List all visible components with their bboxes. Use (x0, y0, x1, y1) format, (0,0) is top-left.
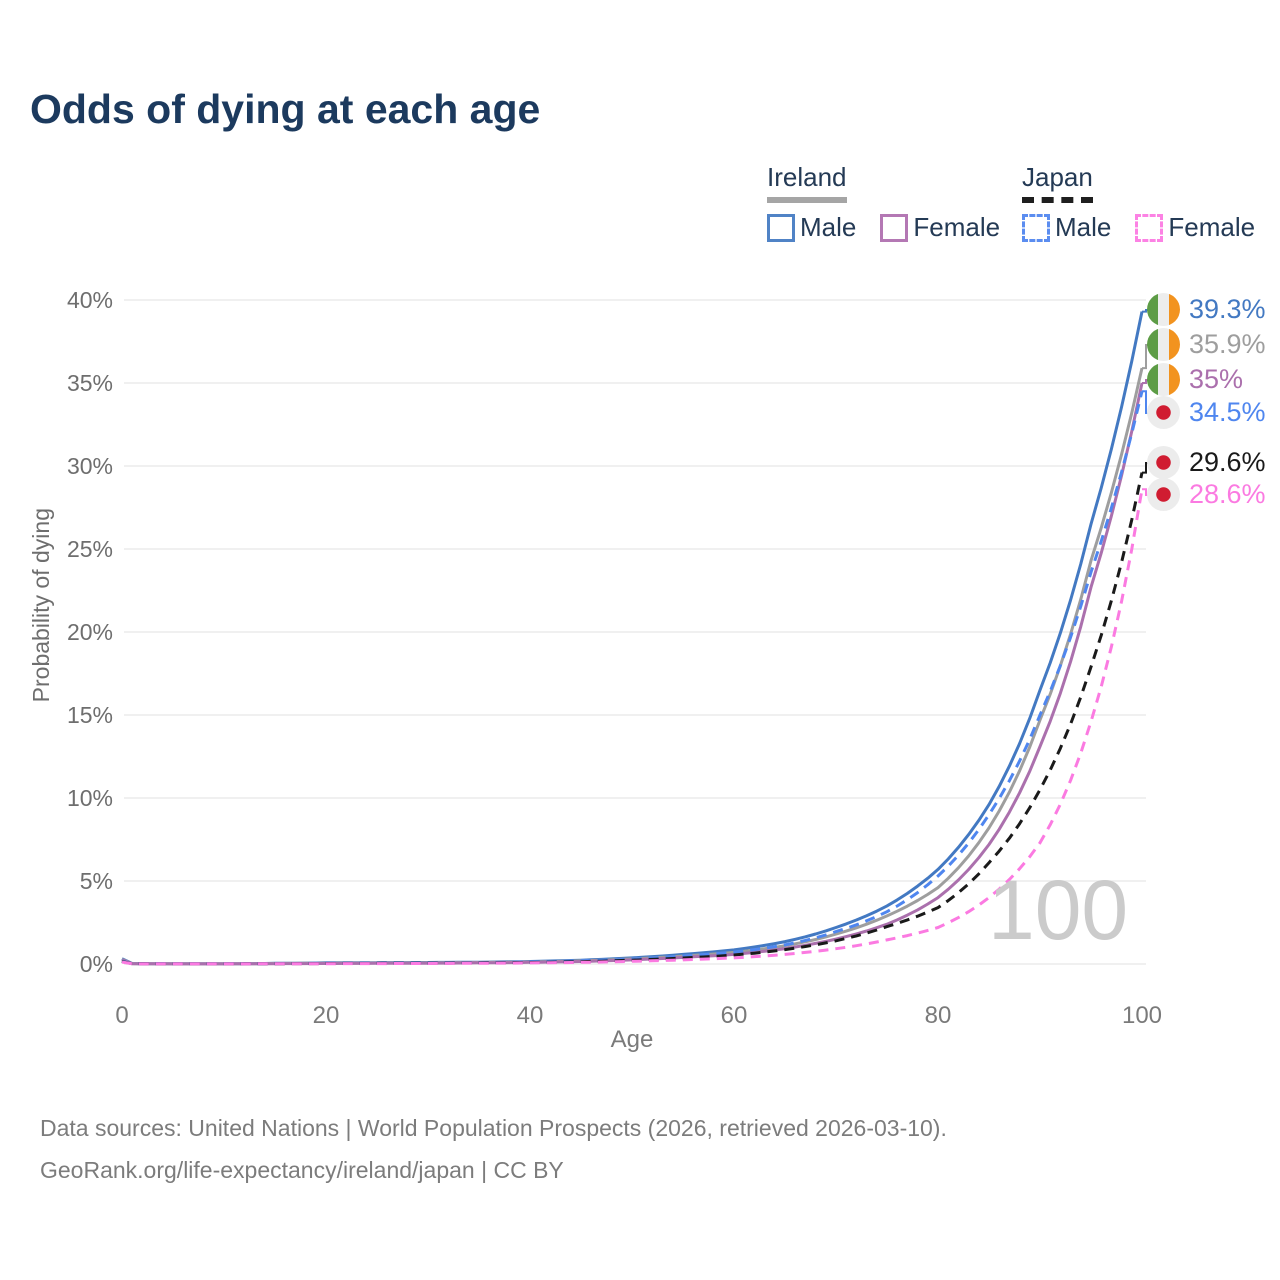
footer-attribution: GeoRank.org/life-expectancy/ireland/japa… (40, 1156, 564, 1183)
ireland-flag-icon (1147, 363, 1180, 396)
end-label-ireland-male: 39.3% (1147, 293, 1266, 326)
legend-group-japan: Japan Male Female (1022, 162, 1255, 243)
legend-item-label: Female (913, 212, 1001, 242)
y-tick-label: 40% (67, 287, 113, 313)
legend-item-japan-female[interactable]: Female (1135, 212, 1255, 243)
x-axis-title: Age (610, 1026, 654, 1053)
y-tick-label: 35% (67, 370, 113, 396)
x-tick-label: 20 (313, 1002, 340, 1029)
legend-item-label: Male (1055, 212, 1112, 242)
japan-flag-icon (1147, 396, 1180, 429)
age-watermark: 100 (988, 863, 1129, 957)
end-label-ireland-female: 35% (1147, 363, 1243, 396)
ireland-female-swatch-icon (880, 213, 909, 242)
legend-header-japan: Japan (1022, 162, 1093, 203)
legend-items-japan: Male Female (1022, 212, 1255, 243)
ireland-flag-icon (1147, 328, 1180, 361)
y-tick-label: 5% (80, 868, 113, 894)
footer-data-sources: Data sources: United Nations | World Pop… (40, 1115, 947, 1141)
y-tick-label: 0% (80, 951, 113, 977)
japan-flag-icon (1147, 446, 1180, 479)
ireland-male-swatch-icon (767, 213, 795, 242)
end-label-value: 29.6% (1189, 447, 1266, 477)
legend-item-label: Male (800, 212, 857, 242)
end-label-value: 28.6% (1189, 479, 1266, 509)
end-label-value: 35.9% (1189, 329, 1266, 359)
ireland-flag-icon (1147, 293, 1180, 326)
x-tick-label: 100 (1122, 1002, 1162, 1029)
legend-item-ireland-male[interactable]: Male (767, 212, 856, 243)
legend-item-ireland-female[interactable]: Female (880, 212, 1000, 243)
japan-female-swatch-icon (1135, 213, 1164, 242)
japan-flag-icon (1147, 478, 1180, 511)
end-label-japan-both-sexes: 29.6% (1147, 446, 1266, 479)
footer: Data sources: United Nations | World Pop… (40, 1108, 947, 1192)
x-tick-label: 60 (721, 1002, 748, 1029)
y-tick-label: 10% (67, 785, 113, 811)
legend-item-japan-male[interactable]: Male (1022, 212, 1111, 243)
legend-group-ireland: Ireland Male Female (767, 162, 1000, 243)
legend-item-label: Female (1168, 212, 1256, 242)
end-label-value: 39.3% (1189, 294, 1266, 324)
x-tick-label: 0 (115, 1002, 128, 1029)
y-tick-label: 25% (67, 536, 113, 562)
series-line-japan-female (121, 488, 1144, 966)
x-tick-label: 80 (925, 1002, 952, 1029)
y-axis-title: Probability of dying (28, 508, 54, 703)
page-title: Odds of dying at each age (30, 86, 541, 132)
y-tick-label: 15% (67, 702, 113, 728)
japan-male-swatch-icon (1022, 213, 1050, 242)
y-tick-label: 20% (67, 619, 113, 645)
x-tick-label: 40 (517, 1002, 544, 1029)
legend-header-ireland: Ireland (767, 162, 847, 203)
end-label-japan-female: 28.6% (1147, 478, 1266, 511)
legend-items-ireland: Male Female (767, 212, 1000, 243)
end-label-value: 34.5% (1189, 397, 1266, 427)
end-label-value: 35% (1189, 364, 1244, 394)
end-label-ireland-both-sexes: 35.9% (1147, 328, 1266, 361)
y-tick-label: 30% (67, 453, 113, 479)
end-label-japan-male: 34.5% (1147, 396, 1266, 429)
